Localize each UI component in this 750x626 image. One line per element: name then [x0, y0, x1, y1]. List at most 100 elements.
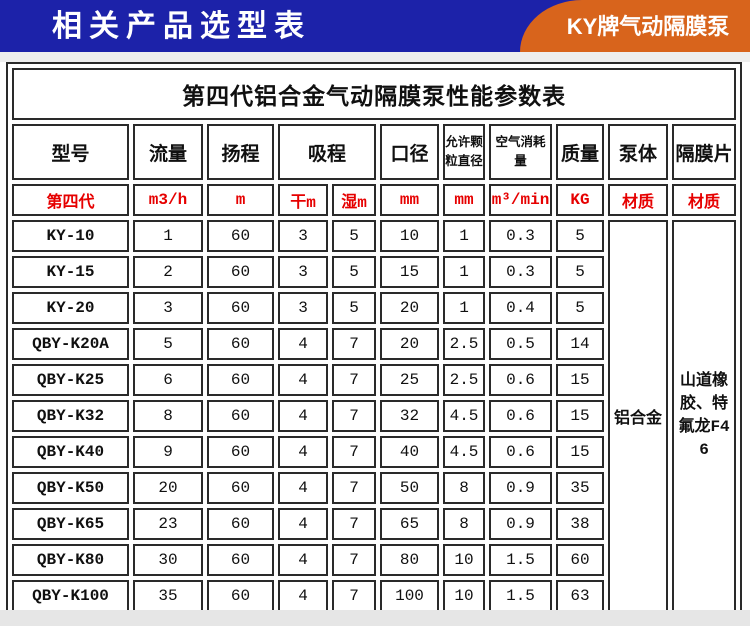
cell-suction-wet: 7 [332, 328, 376, 360]
cell-air: 0.6 [489, 436, 552, 468]
table-row: QBY-K32 8 60 4 7 32 4.5 0.6 15 [12, 400, 736, 432]
cell-weight: 5 [556, 220, 604, 252]
cell-air: 0.3 [489, 256, 552, 288]
cell-flow: 6 [133, 364, 203, 396]
cell-diameter: 100 [380, 580, 439, 612]
cell-model: QBY-K65 [12, 508, 129, 540]
cell-suction-wet: 7 [332, 400, 376, 432]
cell-air: 1.5 [489, 544, 552, 576]
cell-suction-wet: 7 [332, 364, 376, 396]
table-row: QBY-K50 20 60 4 7 50 8 0.9 35 [12, 472, 736, 504]
cell-air: 0.3 [489, 220, 552, 252]
unit-particle: mm [443, 184, 485, 216]
header-diameter: 口径 [380, 124, 439, 180]
cell-model: QBY-K50 [12, 472, 129, 504]
cell-particle: 8 [443, 472, 485, 504]
cell-suction-dry: 4 [278, 436, 328, 468]
cell-suction-dry: 4 [278, 472, 328, 504]
cell-flow: 2 [133, 256, 203, 288]
cell-model: QBY-K20A [12, 328, 129, 360]
cell-suction-wet: 7 [332, 436, 376, 468]
unit-diameter: mm [380, 184, 439, 216]
cell-weight: 15 [556, 364, 604, 396]
header-particle: 允许颗粒直径 [443, 124, 485, 180]
product-spec-table: 第四代铝合金气动隔膜泵性能参数表 型号 流量 扬程 吸程 口径 允许颗粒直径 空… [6, 62, 743, 618]
cell-air: 0.6 [489, 400, 552, 432]
cell-head: 60 [207, 292, 274, 324]
cell-model: QBY-K32 [12, 400, 129, 432]
cell-suction-wet: 7 [332, 544, 376, 576]
unit-air: m³/min [489, 184, 552, 216]
header-model: 型号 [12, 124, 129, 180]
cell-weight: 63 [556, 580, 604, 612]
table-row: QBY-K40 9 60 4 7 40 4.5 0.6 15 [12, 436, 736, 468]
cell-particle: 1 [443, 220, 485, 252]
cell-particle: 4.5 [443, 436, 485, 468]
bottom-strip [0, 610, 750, 626]
cell-suction-dry: 4 [278, 400, 328, 432]
table-row: KY-15 2 60 3 5 15 1 0.3 5 [12, 256, 736, 288]
cell-flow: 9 [133, 436, 203, 468]
unit-weight: KG [556, 184, 604, 216]
cell-suction-dry: 3 [278, 256, 328, 288]
cell-particle: 10 [443, 544, 485, 576]
cell-flow: 8 [133, 400, 203, 432]
cell-particle: 10 [443, 580, 485, 612]
cell-suction-wet: 5 [332, 220, 376, 252]
cell-suction-wet: 7 [332, 472, 376, 504]
table-title: 第四代铝合金气动隔膜泵性能参数表 [12, 68, 737, 120]
cell-diameter: 20 [380, 292, 439, 324]
brand-badge: KY牌气动隔膜泵 [520, 0, 750, 52]
cell-diameter: 10 [380, 220, 439, 252]
cell-suction-dry: 4 [278, 544, 328, 576]
cell-model: KY-10 [12, 220, 129, 252]
cell-diameter: 15 [380, 256, 439, 288]
cell-diameter: 40 [380, 436, 439, 468]
cell-particle: 2.5 [443, 364, 485, 396]
header-pump-body: 泵体 [608, 124, 668, 180]
cell-diameter: 65 [380, 508, 439, 540]
cell-head: 60 [207, 256, 274, 288]
table-header-row: 型号 流量 扬程 吸程 口径 允许颗粒直径 空气消耗量 质量 泵体 隔膜片 [12, 124, 737, 180]
cell-air: 0.9 [489, 508, 552, 540]
unit-row: 第四代 m3/h m 干m 湿m mm mm m³/min KG 材质 材质 [12, 184, 737, 216]
cell-weight: 35 [556, 472, 604, 504]
cell-particle: 1 [443, 292, 485, 324]
cell-head: 60 [207, 436, 274, 468]
cell-diameter: 20 [380, 328, 439, 360]
header-suction: 吸程 [278, 124, 376, 180]
table-row: KY-10 1 60 3 5 10 1 0.3 5 铝合金 山道橡胶、特氟龙F4… [12, 220, 737, 612]
cell-head: 60 [207, 508, 274, 540]
diaphragm-material-cell: 山道橡胶、特氟龙F46 [672, 220, 737, 612]
cell-head: 60 [207, 400, 274, 432]
pump-body-material-cell: 铝合金 [608, 220, 668, 612]
cell-air: 1.5 [489, 580, 552, 612]
cell-suction-dry: 4 [278, 508, 328, 540]
cell-suction-dry: 4 [278, 364, 328, 396]
cell-diameter: 32 [380, 400, 439, 432]
cell-model: QBY-K25 [12, 364, 129, 396]
cell-model: KY-15 [12, 256, 129, 288]
table-row: QBY-K80 30 60 4 7 80 10 1.5 60 [12, 544, 736, 576]
cell-suction-dry: 3 [278, 220, 328, 252]
cell-flow: 5 [133, 328, 203, 360]
cell-particle: 4.5 [443, 400, 485, 432]
cell-air: 0.9 [489, 472, 552, 504]
top-banner: 相关产品选型表 KY牌气动隔膜泵 [0, 0, 750, 52]
cell-suction-wet: 7 [332, 508, 376, 540]
cell-weight: 5 [556, 292, 604, 324]
cell-flow: 20 [133, 472, 203, 504]
table-row: KY-20 3 60 3 5 20 1 0.4 5 [12, 292, 736, 324]
cell-suction-dry: 3 [278, 292, 328, 324]
cell-model: KY-20 [12, 292, 129, 324]
unit-flow: m3/h [133, 184, 203, 216]
cell-particle: 2.5 [443, 328, 485, 360]
unit-model: 第四代 [12, 184, 129, 216]
banner-title: 相关产品选型表 [52, 10, 311, 43]
unit-suction-dry: 干m [278, 184, 328, 216]
cell-weight: 60 [556, 544, 604, 576]
cell-weight: 15 [556, 400, 604, 432]
cell-model: QBY-K40 [12, 436, 129, 468]
cell-weight: 15 [556, 436, 604, 468]
header-flow: 流量 [133, 124, 203, 180]
